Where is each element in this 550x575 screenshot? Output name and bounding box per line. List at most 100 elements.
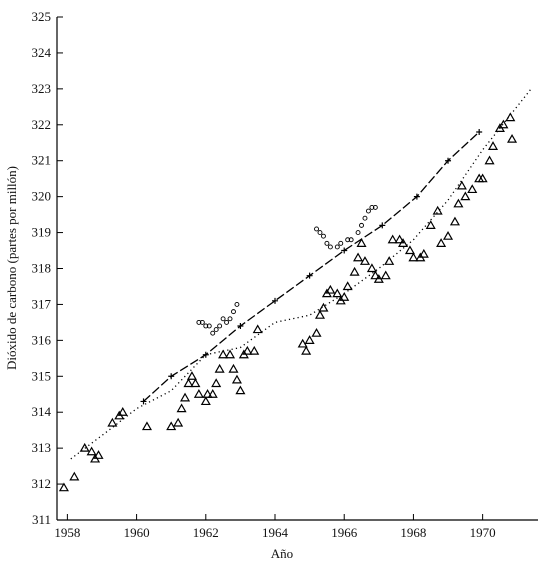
- triangle-point: [408, 252, 419, 262]
- triangle-point: [467, 184, 478, 194]
- triangle-point: [202, 389, 213, 398]
- triangle-point: [380, 270, 391, 280]
- cross-point: [413, 193, 420, 200]
- x-tick-label: 1968: [400, 525, 426, 540]
- triangle-point: [214, 363, 225, 373]
- circle-point: [338, 240, 344, 246]
- triangle-point: [373, 274, 384, 283]
- dotted-line: [70, 88, 532, 460]
- y-tick-label: 324: [32, 45, 52, 60]
- triangle-point: [477, 173, 488, 183]
- x-tick-label: 1962: [193, 525, 219, 540]
- y-tick-label: 322: [32, 117, 52, 132]
- triangle-point: [200, 396, 211, 406]
- triangle-point: [107, 417, 118, 427]
- triangle-point: [301, 345, 312, 355]
- x-axis-label: Año: [271, 546, 293, 561]
- circle-point: [203, 323, 209, 329]
- triangle-point: [418, 248, 429, 258]
- circle-point: [224, 319, 230, 325]
- triangle-point: [207, 389, 218, 398]
- triangle-point: [366, 263, 377, 273]
- triangle-point: [370, 270, 381, 280]
- triangle-point: [356, 238, 367, 247]
- dashed-line: [143, 131, 480, 402]
- triangle-point: [332, 288, 343, 298]
- circle-point: [234, 301, 240, 307]
- circle-point: [348, 237, 354, 243]
- cross-point: [445, 157, 452, 164]
- circle-point: [314, 226, 319, 232]
- triangle-point: [325, 284, 336, 294]
- circle-point: [327, 244, 333, 250]
- circle-point: [362, 215, 368, 221]
- triangle-point: [176, 403, 187, 413]
- triangle-point: [404, 245, 415, 255]
- y-axis-label: Dióxido de carbono (partes por millón): [4, 166, 19, 370]
- triangle-point: [505, 112, 516, 122]
- triangle-point: [453, 198, 464, 208]
- triangle-point: [311, 327, 322, 337]
- circle-point: [369, 204, 375, 210]
- y-tick-label: 313: [32, 440, 52, 455]
- triangle-point: [398, 238, 409, 247]
- y-tick-label: 315: [32, 368, 52, 383]
- triangle-point: [173, 417, 184, 427]
- triangle-point: [58, 482, 69, 492]
- y-tick-label: 317: [32, 296, 52, 311]
- triangle-point: [384, 256, 395, 265]
- triangle-point: [218, 349, 229, 359]
- cross-point: [476, 128, 483, 135]
- circle-point: [365, 208, 371, 214]
- circle-point: [355, 230, 361, 236]
- cross-point: [341, 247, 348, 254]
- triangle-point: [141, 421, 153, 431]
- y-tick-label: 325: [32, 9, 52, 24]
- x-tick-label: 1966: [331, 525, 358, 540]
- triangle-point: [69, 471, 80, 481]
- triangle-point: [339, 292, 350, 301]
- cross-point: [272, 297, 279, 304]
- triangle-point: [449, 216, 460, 226]
- y-tick-label: 311: [32, 512, 51, 527]
- triangle-point: [211, 378, 222, 388]
- circle-point: [345, 237, 351, 243]
- y-tick-label: 321: [32, 153, 52, 168]
- circle-point: [206, 323, 212, 329]
- triangle-point: [314, 309, 326, 319]
- triangle-point: [86, 446, 97, 456]
- triangle-point: [224, 349, 236, 359]
- triangle-point: [507, 133, 518, 143]
- y-tick-label: 314: [32, 404, 52, 419]
- cross-point: [140, 398, 147, 405]
- triangle-point: [353, 252, 364, 262]
- triangle-point: [228, 363, 239, 373]
- circle-point: [227, 316, 233, 322]
- y-tick-label: 320: [32, 189, 52, 204]
- y-tick-label: 316: [32, 332, 52, 347]
- triangle-point: [242, 345, 253, 355]
- triangle-point: [432, 205, 443, 215]
- triangle-point: [249, 345, 260, 355]
- triangle-point: [387, 234, 398, 244]
- triangle-point: [231, 374, 242, 384]
- triangle-point: [460, 191, 471, 201]
- x-tick-label: 1964: [262, 525, 289, 540]
- circle-point: [199, 319, 205, 325]
- cross-point: [202, 351, 209, 358]
- x-tick-label: 1958: [54, 525, 80, 540]
- triangle-point: [166, 421, 177, 431]
- triangle-point: [190, 378, 201, 388]
- triangle-point: [93, 450, 104, 459]
- cross-point: [168, 373, 175, 380]
- triangle-point: [436, 238, 447, 247]
- triangle-point: [456, 180, 467, 190]
- triangle-point: [235, 385, 246, 395]
- triangle-point: [193, 389, 204, 398]
- triangle-point: [186, 371, 197, 380]
- triangle-point: [252, 324, 263, 334]
- triangle-point: [487, 141, 499, 150]
- triangle-point: [79, 442, 90, 452]
- cross-point: [379, 222, 386, 229]
